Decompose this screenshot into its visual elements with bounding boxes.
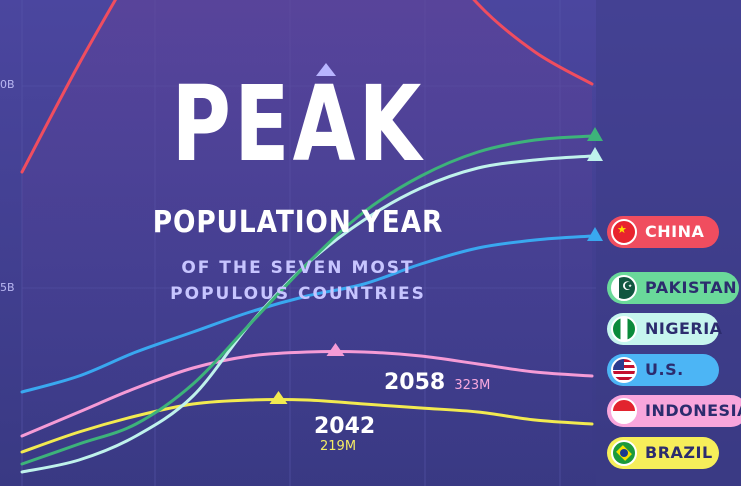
- legend-item-indonesia: INDONESIA: [607, 395, 741, 427]
- y-tick-label: 5B: [0, 281, 15, 294]
- legend-item-pakistan: ☪ PAKISTAN: [607, 272, 739, 304]
- legend-label: NIGERIA: [645, 319, 723, 338]
- tagline-line-2: POPULOUS COUNTRIES: [170, 284, 426, 304]
- series-line-china: [20, 0, 594, 174]
- nigeria-flag-icon: [611, 316, 637, 342]
- y-tick-label: 0B: [0, 78, 15, 91]
- peak-annotation-brazil: 2042 219M: [314, 414, 375, 454]
- legend-label: CHINA: [645, 222, 705, 241]
- legend-item-china: ★ CHINA: [607, 216, 719, 248]
- peak-arrow-us: [587, 227, 603, 241]
- series-line-pakistan: [20, 134, 594, 466]
- china-area-fill: [22, 0, 592, 486]
- series-line-us: [20, 234, 594, 394]
- legend-label: INDONESIA: [645, 401, 741, 420]
- headline-title: PEAK: [171, 63, 425, 185]
- headline-tagline: OF THE SEVEN MOST POPULOUS COUNTRIES: [0, 255, 596, 307]
- us-flag-icon: [611, 357, 637, 383]
- legend-item-us: U.S.: [607, 354, 719, 386]
- peak-population: 323M: [454, 378, 491, 393]
- legend-item-brazil: BRAZIL: [607, 437, 719, 469]
- indonesia-flag-icon: [611, 398, 637, 424]
- series-lines: [20, 0, 594, 474]
- headline-caret-icon: [316, 63, 336, 76]
- peak-arrow-pakistan: [587, 127, 603, 141]
- peak-annotation-indonesia: 2058 323M: [384, 370, 490, 395]
- peak-marker-indonesia: [326, 343, 345, 356]
- peak-year: 2058: [384, 370, 446, 395]
- legend-label: BRAZIL: [645, 443, 713, 462]
- series-line-brazil: [20, 397, 594, 454]
- legend-item-nigeria: NIGERIA: [607, 313, 722, 345]
- peak-markers: [269, 343, 345, 404]
- china-flag-icon: ★: [611, 219, 637, 245]
- legend-label: U.S.: [645, 360, 684, 379]
- legend-label: PAKISTAN: [645, 278, 737, 297]
- series-line-indonesia: [20, 349, 594, 438]
- brazil-flag-icon: [611, 440, 637, 466]
- peak-arrow-nigeria: [587, 147, 603, 161]
- tagline-line-1: OF THE SEVEN MOST: [181, 258, 415, 278]
- peak-year: 2042: [314, 414, 376, 439]
- pakistan-flag-icon: ☪: [611, 275, 637, 301]
- peak-population: 219M: [320, 439, 357, 454]
- end-arrows: [316, 63, 603, 241]
- headline-subtitle: POPULATION YEAR: [152, 205, 444, 240]
- peak-marker-brazil: [269, 391, 288, 404]
